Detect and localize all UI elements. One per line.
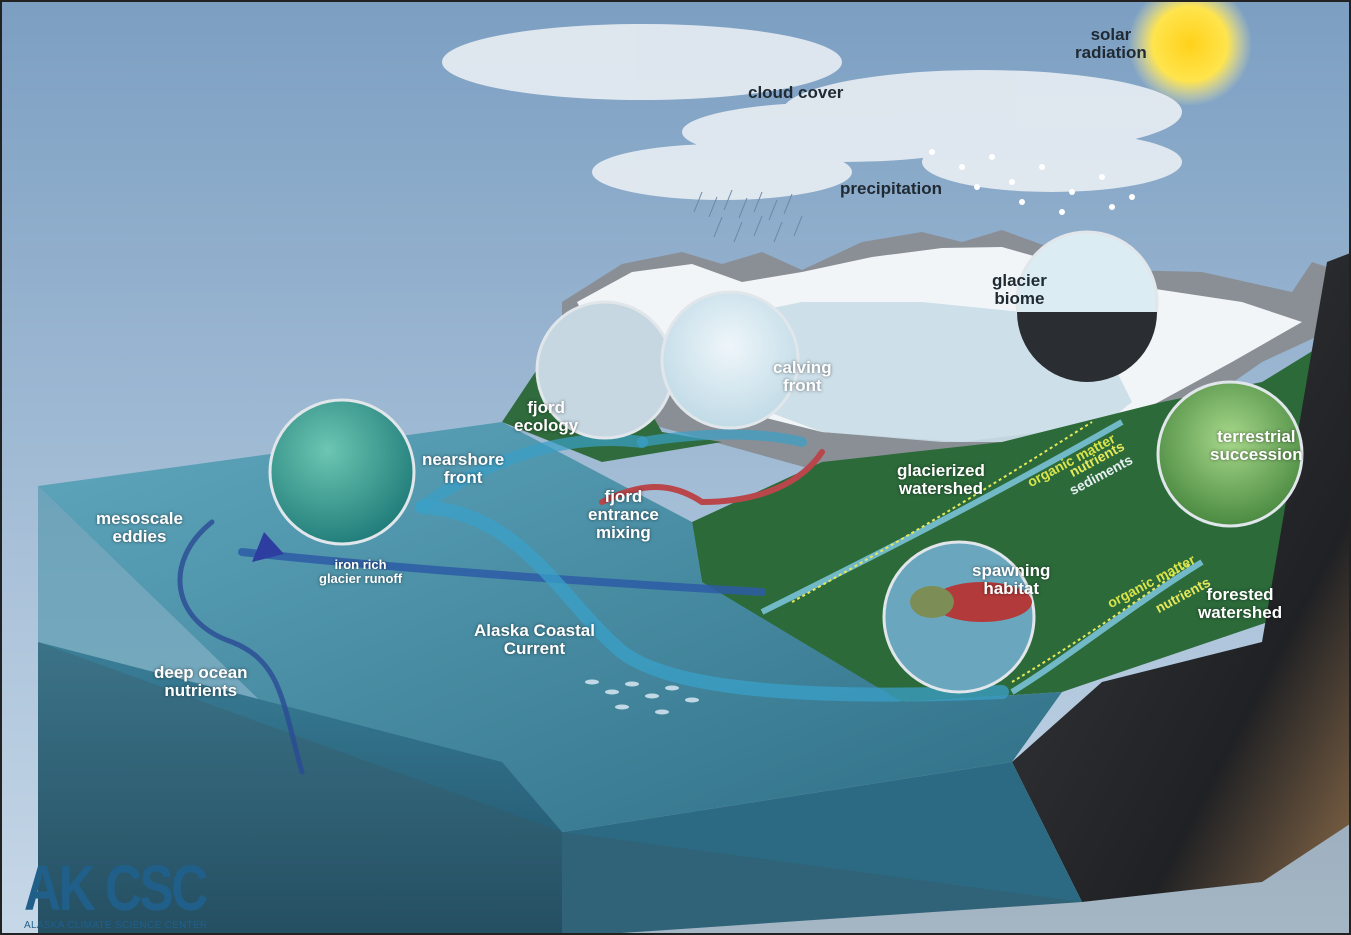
snow-icon	[929, 149, 1135, 215]
sun-icon	[1128, 2, 1252, 106]
label-glacier-biome: glacier biome	[992, 271, 1047, 308]
label-deep-ocean-nutrients: deep ocean nutrients	[154, 663, 248, 700]
logo-wordmark: AK CSC	[24, 852, 208, 924]
label-precipitation: precipitation	[840, 179, 943, 198]
plankton-inset	[268, 398, 416, 546]
label-mesoscale-eddies: mesoscale eddies	[96, 509, 183, 546]
label-fjord-ecology: fjord ecology	[514, 398, 579, 435]
akcsc-logo: AK CSC ALASKA CLIMATE SCIENCE CENTER	[24, 852, 251, 931]
logo-subtitle: ALASKA CLIMATE SCIENCE CENTER	[24, 919, 208, 931]
label-terrestrial-succession: terrestrial succession	[1210, 427, 1303, 464]
clouds	[442, 24, 1182, 200]
fish-school-icon	[585, 679, 699, 715]
label-iron-rich-runoff: iron rich glacier runoff	[319, 557, 403, 586]
calving-front-inset	[660, 290, 800, 430]
label-nearshore-front: nearshore front	[422, 450, 505, 487]
label-fjord-entrance-mixing: fjord entrance mixing	[588, 487, 659, 542]
label-solar-radiation: solar radiation	[1075, 25, 1147, 62]
ocean-currents	[177, 429, 1009, 775]
ocean-cross-section	[38, 642, 562, 933]
coastal-cliff	[1012, 253, 1349, 902]
label-spawning-habitat: spawning habitat	[972, 561, 1051, 598]
rivers	[760, 419, 1204, 695]
inset-circles	[268, 230, 1304, 694]
label-forested-watershed: forested watershed	[1198, 585, 1283, 622]
nutrient-flow-traces	[791, 421, 1193, 683]
rain-icon	[693, 189, 803, 243]
label-cloud-cover: cloud cover	[748, 83, 844, 102]
label-alaska-coastal-current: Alaska Coastal Current	[474, 621, 595, 658]
label-calving-front: calving front	[773, 358, 832, 395]
forest-inset	[1156, 380, 1304, 528]
label-glacierized-watershed: glacierized watershed	[897, 461, 985, 498]
